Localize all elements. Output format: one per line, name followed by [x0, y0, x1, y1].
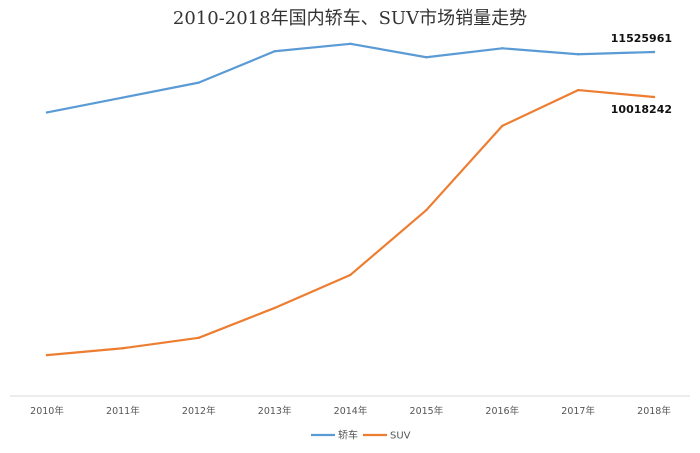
- series-lines: [45, 42, 656, 357]
- legend: 轿车 SUV: [311, 429, 411, 442]
- data-point: [45, 111, 49, 114]
- x-tick-label: 2016年: [485, 405, 519, 417]
- data-point: [652, 95, 656, 99]
- data-point: [501, 47, 504, 50]
- legend-label: SUV: [390, 431, 411, 442]
- end-value-label: 10018242: [611, 103, 672, 116]
- x-tick-label: 2011年: [106, 405, 140, 417]
- data-point: [576, 88, 580, 92]
- data-point: [197, 81, 200, 84]
- data-point: [121, 347, 125, 350]
- data-point: [652, 50, 656, 54]
- x-tick-label: 2010年: [30, 405, 64, 417]
- data-point: [273, 50, 276, 53]
- x-tick-labels: 2010年 2011年 2012年 2013年 2014年 2015年 2016年 2017年…: [30, 405, 671, 417]
- end-value-label: 11525961: [611, 32, 672, 45]
- data-point: [349, 42, 352, 46]
- x-tick-label: 2015年: [410, 405, 444, 417]
- data-point: [425, 56, 428, 59]
- data-point: [197, 336, 200, 339]
- x-tick-label: 2018年: [637, 405, 671, 417]
- data-labels: 11525961 10018242: [611, 32, 672, 116]
- data-point: [576, 53, 580, 56]
- x-tick-label: 2013年: [258, 405, 292, 417]
- data-point: [349, 273, 352, 277]
- data-point: [273, 306, 276, 310]
- x-tick-label: 2012年: [182, 405, 216, 417]
- x-tick-label: 2017年: [561, 405, 595, 417]
- data-point: [425, 208, 428, 212]
- chart-title: 2010-2018年国内轿车、SUV市场销量走势: [173, 8, 527, 29]
- data-point: [501, 124, 504, 128]
- data-point: [121, 96, 125, 99]
- data-point: [45, 353, 49, 357]
- series-line-suv: [45, 88, 656, 357]
- x-tick-label: 2014年: [334, 405, 368, 417]
- legend-label: 轿车: [338, 429, 358, 442]
- series-line-sedan: [45, 42, 656, 114]
